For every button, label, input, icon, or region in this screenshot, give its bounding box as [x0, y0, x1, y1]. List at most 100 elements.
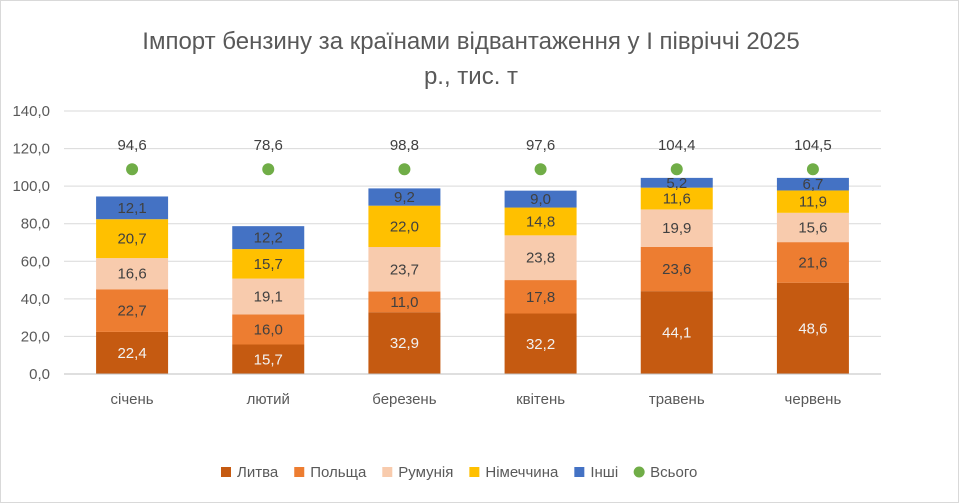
legend-swatch: [574, 467, 585, 477]
bar-data-label: 21,6: [798, 254, 827, 271]
bar-data-label: 11,0: [390, 294, 418, 311]
legend-entry: Всього: [650, 464, 697, 481]
x-category-label: квітень: [516, 391, 565, 408]
legend-swatch: [633, 466, 645, 478]
bar-segment: [368, 247, 441, 292]
legend-entry: Німеччина: [485, 464, 559, 481]
bar-data-label: 5,2: [666, 175, 687, 192]
bar-data-label: 11,6: [663, 191, 691, 208]
bar-segment: [232, 314, 305, 345]
bar-data-label: 44,1: [662, 325, 691, 342]
bar-segment: [96, 258, 169, 290]
total-data-label: 98,8: [390, 137, 419, 154]
y-tick-label: 20,0: [21, 328, 50, 345]
bar-segment: [368, 205, 441, 248]
bar-segment: [504, 190, 577, 208]
bar-data-label: 22,7: [117, 303, 146, 320]
bar-data-label: 19,9: [662, 220, 691, 237]
bar-data-label: 17,8: [526, 289, 555, 306]
bar-segment: [232, 249, 305, 279]
bar-data-label: 15,6: [798, 219, 827, 236]
bar-segment: [368, 188, 441, 206]
bar-segment: [368, 312, 441, 374]
bar-data-label: 15,7: [254, 351, 283, 368]
chart-title: Імпорт бензину за країнами відвантаження…: [142, 28, 799, 90]
bar-data-label: 22,4: [117, 345, 146, 362]
bar-data-label: 19,1: [254, 289, 283, 306]
bar-data-label: 22,0: [390, 218, 419, 235]
legend: Литва Польща Румунія Німеччина Інші Всього: [221, 464, 697, 481]
bar-data-label: 12,2: [254, 230, 283, 247]
bar-segment: [640, 209, 713, 247]
y-axis-ticks: 0,0 20,0 40,0 60,0 80,0 100,0 120,0 140,0: [12, 103, 50, 383]
bar-data-label: 48,6: [798, 320, 827, 337]
x-category-label: січень: [111, 391, 154, 408]
total-marker: [126, 163, 139, 176]
bar-segment: [504, 280, 577, 314]
bar-segment: [640, 187, 713, 210]
bar-segment: [776, 212, 849, 243]
legend-entry: Інші: [590, 464, 618, 481]
total-marker: [670, 163, 683, 176]
y-tick-label: 60,0: [21, 253, 50, 270]
bar-segment: [504, 235, 577, 281]
y-tick-label: 0,0: [29, 366, 50, 383]
bars: 22,4 22,7 16,6 20,7 12,1 15,7 16,0 19,1 15,7 12,2…: [96, 175, 849, 374]
y-tick-label: 140,0: [12, 103, 50, 120]
total-data-label: 104,4: [658, 137, 696, 154]
bar-data-label: 32,9: [390, 335, 419, 352]
legend-swatch: [294, 467, 305, 477]
total-marker: [262, 163, 275, 176]
x-category-label: березень: [372, 391, 436, 408]
bar-segment: [96, 219, 169, 259]
x-category-label: травень: [649, 391, 705, 408]
bar-segment: [368, 291, 441, 313]
total-marker: [398, 163, 411, 176]
bar-segment: [776, 190, 849, 213]
bar-data-label: 9,0: [530, 191, 551, 208]
legend-swatch: [382, 467, 393, 477]
chart-title-line-2: р., тис. т: [424, 63, 518, 90]
bar-data-label: 23,7: [390, 261, 419, 278]
legend-swatch: [469, 467, 480, 477]
bar-data-label: 15,7: [254, 256, 283, 273]
bar-data-label: 23,8: [526, 250, 555, 267]
total-data-label: 78,6: [254, 137, 283, 154]
x-axis-labels: січень лютий березень квітень травень червень: [64, 373, 881, 408]
bar-segment: [232, 344, 305, 374]
bar-segment: [96, 196, 169, 220]
bar-data-label: 11,9: [799, 194, 827, 211]
total-data-label: 104,5: [794, 137, 832, 154]
bar-data-label: 12,1: [117, 200, 146, 217]
chart-title-line-1: Імпорт бензину за країнами відвантаження…: [142, 28, 799, 55]
bar-data-label: 9,2: [394, 189, 415, 206]
gridlines: [64, 110, 881, 375]
legend-entry: Литва: [237, 464, 279, 481]
total-marker: [534, 163, 547, 176]
bar-data-label: 23,6: [662, 261, 691, 278]
bar-segment: [776, 282, 849, 374]
total-data-label: 97,6: [526, 137, 555, 154]
bar-segment: [232, 226, 305, 250]
y-tick-label: 100,0: [12, 178, 50, 195]
x-category-label: лютий: [247, 391, 290, 408]
bar-data-label: 16,6: [117, 266, 146, 283]
bar-segment: [640, 177, 713, 188]
legend-entry: Польща: [310, 464, 367, 481]
total-marker: [806, 163, 819, 176]
legend-swatch: [221, 467, 231, 477]
bar-segment: [640, 246, 713, 292]
bar-data-label: 14,8: [526, 213, 555, 230]
bar-segment: [776, 177, 849, 191]
y-tick-label: 80,0: [21, 216, 50, 233]
bar-segment: [776, 242, 849, 283]
bar-data-label: 6,7: [802, 176, 823, 193]
legend-entry: Румунія: [398, 464, 453, 481]
bar-segment: [96, 289, 169, 332]
bar-data-label: 20,7: [117, 231, 146, 248]
bar-segment: [640, 291, 713, 374]
bar-data-label: 32,2: [526, 336, 555, 353]
x-category-label: червень: [785, 391, 842, 408]
